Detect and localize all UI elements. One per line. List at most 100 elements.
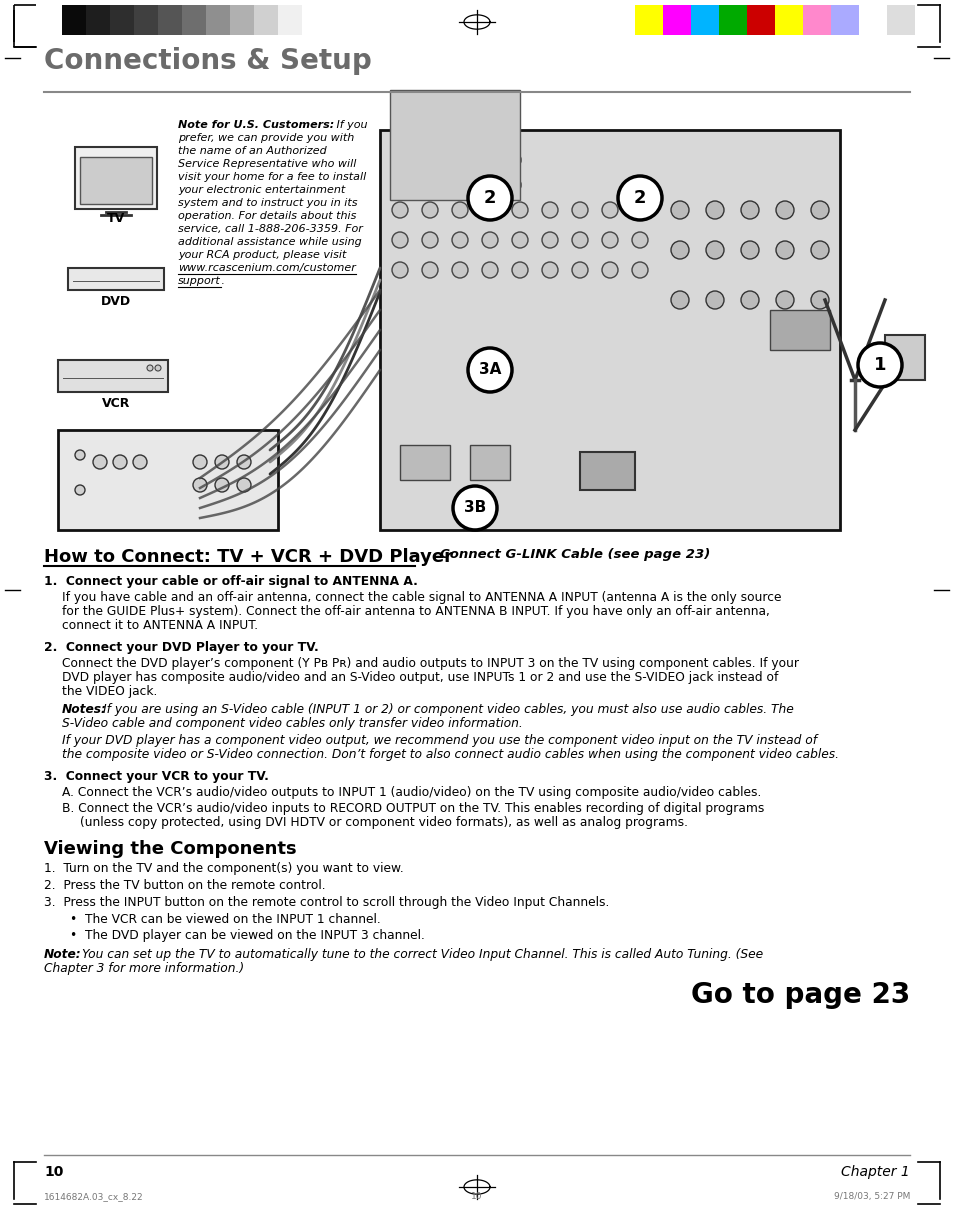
Text: 2: 2 — [483, 189, 496, 207]
Text: your electronic entertainment: your electronic entertainment — [178, 185, 345, 195]
Circle shape — [670, 241, 688, 259]
Text: Note for U.S. Customers:: Note for U.S. Customers: — [178, 120, 334, 131]
Text: 2.  Connect your DVD Player to your TV.: 2. Connect your DVD Player to your TV. — [44, 641, 318, 654]
Text: support: support — [178, 276, 220, 287]
Circle shape — [75, 450, 85, 459]
Circle shape — [453, 486, 497, 530]
Circle shape — [601, 232, 618, 248]
Text: VCR: VCR — [102, 397, 130, 410]
Circle shape — [475, 151, 493, 169]
Bar — [253, 5, 277, 35]
Text: additional assistance while using: additional assistance while using — [178, 237, 361, 247]
Circle shape — [810, 241, 828, 259]
Circle shape — [601, 262, 618, 278]
Bar — [399, 445, 450, 480]
Text: connect it to ANTENNA A INPUT.: connect it to ANTENNA A INPUT. — [62, 619, 258, 632]
Circle shape — [740, 201, 759, 219]
Text: Viewing the Components: Viewing the Components — [44, 840, 296, 858]
Text: Notes:: Notes: — [62, 702, 107, 716]
Circle shape — [236, 455, 251, 469]
Bar — [230, 5, 253, 35]
Circle shape — [481, 202, 497, 218]
Text: Connections & Setup: Connections & Setup — [44, 47, 372, 75]
Circle shape — [541, 262, 558, 278]
Circle shape — [418, 151, 436, 169]
Bar — [133, 5, 158, 35]
Circle shape — [631, 262, 647, 278]
Bar — [277, 5, 302, 35]
Text: If you are using an S-Video cable (INPUT 1 or 2) or component video cables, you : If you are using an S-Video cable (INPUT… — [103, 702, 793, 716]
Text: You can set up the TV to automatically tune to the correct Video Input Channel. : You can set up the TV to automatically t… — [82, 948, 762, 961]
Circle shape — [468, 177, 512, 220]
Text: 10: 10 — [44, 1165, 63, 1179]
Circle shape — [775, 201, 793, 219]
Bar — [690, 5, 719, 35]
Circle shape — [740, 291, 759, 310]
Circle shape — [631, 232, 647, 248]
Bar — [774, 5, 802, 35]
Bar — [830, 5, 858, 35]
Circle shape — [193, 455, 207, 469]
Circle shape — [421, 232, 437, 248]
Circle shape — [601, 202, 618, 218]
Text: the VIDEO jack.: the VIDEO jack. — [62, 686, 157, 698]
Text: 3.  Press the INPUT button on the remote control to scroll through the Video Inp: 3. Press the INPUT button on the remote … — [44, 896, 609, 909]
Text: Connect G-LINK Cable (see page 23): Connect G-LINK Cable (see page 23) — [439, 548, 709, 561]
Bar — [858, 5, 886, 35]
Text: visit your home for a fee to install: visit your home for a fee to install — [178, 172, 366, 183]
Text: Go to page 23: Go to page 23 — [690, 980, 909, 1010]
Bar — [80, 157, 152, 204]
Bar — [802, 5, 830, 35]
Text: S-Video cable and component video cables only transfer video information.: S-Video cable and component video cables… — [62, 717, 522, 730]
Circle shape — [810, 201, 828, 219]
Circle shape — [392, 232, 408, 248]
Text: TV: TV — [107, 212, 125, 225]
Text: (unless copy protected, using DVI HDTV or component video formats), as well as a: (unless copy protected, using DVI HDTV o… — [80, 816, 687, 829]
Text: your RCA product, please visit: your RCA product, please visit — [178, 250, 346, 260]
Circle shape — [193, 478, 207, 492]
Circle shape — [572, 202, 587, 218]
Bar — [769, 310, 829, 349]
Text: B. Connect the VCR’s audio/video inputs to RECORD OUTPUT on the TV. This enables: B. Connect the VCR’s audio/video inputs … — [62, 802, 763, 815]
Bar — [884, 335, 924, 380]
Bar — [158, 5, 182, 35]
Circle shape — [502, 177, 520, 193]
Circle shape — [447, 151, 464, 169]
Text: Note:: Note: — [44, 948, 82, 961]
Circle shape — [214, 455, 229, 469]
Circle shape — [502, 151, 520, 169]
Circle shape — [481, 262, 497, 278]
Text: Connect the DVD player’s component (Y Pʙ Pʀ) and audio outputs to INPUT 3 on the: Connect the DVD player’s component (Y Pʙ… — [62, 656, 799, 670]
Bar — [58, 430, 277, 530]
Text: If you: If you — [333, 120, 367, 131]
Bar — [662, 5, 690, 35]
Text: 1614682A.03_cx_8.22: 1614682A.03_cx_8.22 — [44, 1192, 144, 1201]
Circle shape — [452, 202, 468, 218]
Circle shape — [541, 202, 558, 218]
Circle shape — [392, 202, 408, 218]
Text: 3B: 3B — [463, 501, 486, 515]
Bar — [470, 445, 510, 480]
Text: .: . — [221, 276, 224, 287]
Circle shape — [670, 291, 688, 310]
Bar — [635, 5, 662, 35]
Circle shape — [92, 455, 107, 469]
Text: A. Connect the VCR’s audio/video outputs to INPUT 1 (audio/video) on the TV usin: A. Connect the VCR’s audio/video outputs… — [62, 786, 760, 799]
Text: DVD: DVD — [101, 295, 131, 308]
Bar — [58, 360, 168, 392]
Text: If you have cable and an off-air antenna, connect the cable signal to ANTENNA A : If you have cable and an off-air antenna… — [62, 591, 781, 604]
Circle shape — [775, 291, 793, 310]
Text: 1.  Connect your cable or off-air signal to ANTENNA A.: 1. Connect your cable or off-air signal … — [44, 575, 417, 588]
Text: the name of an Authorized: the name of an Authorized — [178, 146, 327, 156]
Bar — [206, 5, 230, 35]
Circle shape — [541, 232, 558, 248]
Text: How to Connect: TV + VCR + DVD Player: How to Connect: TV + VCR + DVD Player — [44, 548, 453, 566]
Circle shape — [391, 177, 409, 193]
Bar — [579, 452, 635, 490]
Circle shape — [452, 262, 468, 278]
Circle shape — [572, 232, 587, 248]
Bar — [390, 89, 519, 199]
Text: Service Representative who will: Service Representative who will — [178, 160, 356, 169]
Circle shape — [392, 262, 408, 278]
Circle shape — [705, 201, 723, 219]
